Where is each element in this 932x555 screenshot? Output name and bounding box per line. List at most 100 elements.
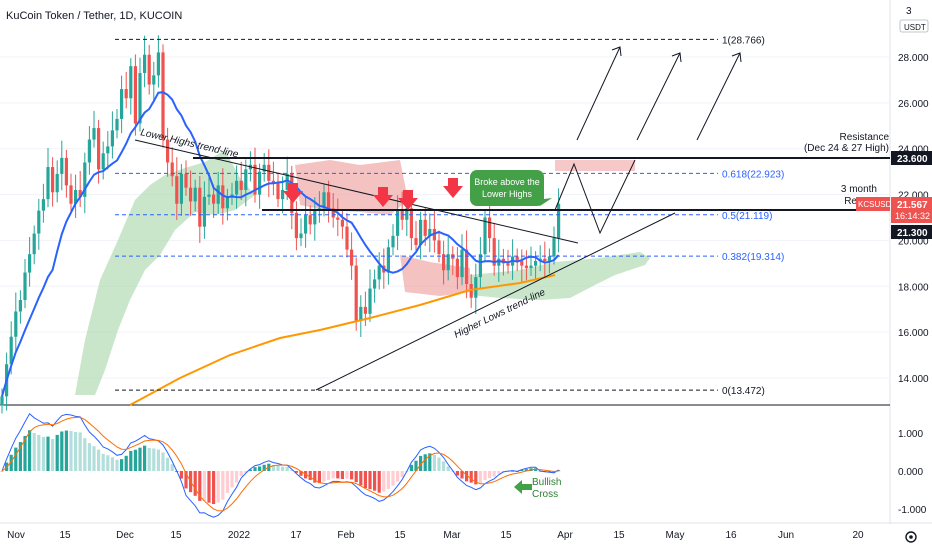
candle <box>336 217 340 220</box>
macd-histogram-bar <box>262 464 266 471</box>
macd-tick-label: -1.000 <box>898 505 927 516</box>
macd-histogram-bar <box>0 471 4 472</box>
candle <box>184 173 188 188</box>
candle <box>235 180 239 195</box>
candle <box>350 249 354 266</box>
fib-level-label: 1(28.766) <box>722 35 765 46</box>
candle <box>166 139 170 163</box>
macd-histogram-bar <box>285 466 289 471</box>
macd-histogram-bar <box>428 453 432 471</box>
candle <box>478 254 482 278</box>
candle <box>106 146 110 154</box>
macd-histogram-bar <box>37 434 41 471</box>
candle <box>423 219 427 236</box>
macd-histogram-bar <box>166 457 170 471</box>
candle <box>285 173 289 190</box>
macd-histogram-bar <box>152 448 156 471</box>
cloud-bullish <box>75 150 255 395</box>
price-tick-label: 20.000 <box>898 236 929 247</box>
callout-line-1: Broke above the <box>474 177 540 187</box>
macd-histogram-bar <box>363 471 367 489</box>
price-tick-label: 28.000 <box>898 53 929 64</box>
candle <box>428 228 432 236</box>
candle <box>465 249 469 284</box>
candle <box>60 157 64 174</box>
macd-histogram-bar <box>368 471 372 490</box>
currency-label: USDT <box>904 23 926 32</box>
macd-histogram-bar <box>331 471 335 479</box>
macd-histogram-bar <box>391 471 395 486</box>
resistance-sub-label: (Dec 24 & 27 High) <box>804 143 889 154</box>
macd-histogram-bar <box>511 470 515 472</box>
candle <box>446 254 450 271</box>
macd-histogram-bar <box>198 471 202 501</box>
settings-gear-icon[interactable] <box>905 531 917 543</box>
candle <box>304 215 308 234</box>
macd-histogram-bar <box>442 461 446 471</box>
macd-histogram-bar <box>414 460 418 471</box>
macd-histogram-bar <box>446 466 450 471</box>
macd-histogram-bar <box>419 455 423 471</box>
macd-histogram-bar <box>497 471 501 474</box>
candle <box>281 189 285 200</box>
macd-histogram-bar <box>423 454 427 471</box>
candle <box>547 256 551 262</box>
macd-histogram-bar <box>340 471 344 480</box>
down-arrow-icon <box>373 187 393 207</box>
projection-path <box>554 159 636 235</box>
candle <box>133 66 137 124</box>
candle <box>359 306 363 321</box>
ichimoku-cloud <box>75 150 650 395</box>
candle <box>488 217 492 239</box>
macd-histogram-bar <box>14 447 18 471</box>
candle <box>483 217 487 255</box>
macd-histogram-bar <box>244 471 248 473</box>
date-tick-label: 15 <box>394 530 406 541</box>
candle <box>405 208 409 220</box>
candle <box>267 164 271 181</box>
macd-histogram-bar <box>32 433 36 471</box>
breakout-callout: Broke above the Lower Highs <box>470 170 552 206</box>
price-tick-label: 16.000 <box>898 328 929 339</box>
macd-histogram-bar <box>253 467 257 471</box>
candle <box>543 258 547 262</box>
candle <box>442 254 446 271</box>
candle <box>386 247 390 273</box>
candle <box>161 52 165 140</box>
currency-badge[interactable] <box>899 19 929 33</box>
macd-histogram-bar <box>133 449 137 471</box>
date-tick-label: Feb <box>337 530 355 541</box>
candle <box>170 162 174 177</box>
macd-histogram-bar <box>74 431 78 471</box>
candle <box>216 185 220 204</box>
macd-histogram-bar <box>41 436 45 471</box>
candle <box>202 196 206 227</box>
macd-histogram-bar <box>46 436 50 471</box>
candle <box>120 89 124 119</box>
macd-histogram-bar <box>271 465 275 471</box>
macd-histogram-bar <box>317 471 321 484</box>
candle <box>354 265 358 321</box>
projection-zone <box>555 160 635 171</box>
candle <box>506 263 510 266</box>
date-tick-label: 15 <box>59 530 71 541</box>
candle <box>147 54 151 85</box>
candle <box>124 89 128 99</box>
down-arrow-icon <box>398 190 418 210</box>
candle <box>179 173 183 204</box>
macd-histogram-bar <box>294 471 298 473</box>
macd-histogram-bar <box>290 469 294 471</box>
macd-histogram-bar <box>23 435 27 471</box>
candle <box>74 189 78 204</box>
macd-histogram-bar <box>248 469 252 471</box>
candle <box>520 261 524 266</box>
macd-histogram-bar <box>276 465 280 471</box>
macd-histogram-bar <box>92 446 96 471</box>
macd-histogram-bar <box>184 471 188 489</box>
candle <box>492 238 496 266</box>
callout-line-2: Lower Highs <box>482 189 533 199</box>
candle <box>51 167 55 193</box>
candle <box>258 171 262 195</box>
candle <box>313 210 317 225</box>
